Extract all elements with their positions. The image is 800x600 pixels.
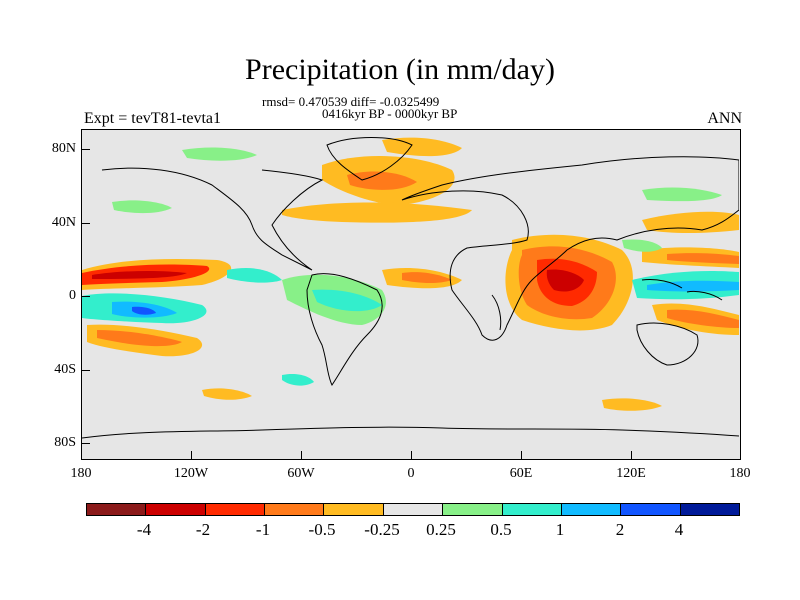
colorbar-box: [443, 504, 503, 515]
anomaly-patch: [546, 269, 584, 292]
colorbar-box: [205, 504, 266, 515]
colorbar-label: -0.25: [364, 520, 400, 539]
anomaly-patch: [227, 268, 282, 283]
lon-tick: [521, 451, 522, 460]
plot-title: Precipitation (in mm/day): [245, 53, 555, 86]
anomaly-patch: [132, 306, 156, 315]
coastline: [82, 426, 739, 439]
anomaly-patch: [112, 200, 172, 214]
coastline: [326, 137, 413, 181]
anomaly-patch: [667, 253, 739, 264]
anomaly-patch: [402, 272, 452, 284]
colorbar-label: 2: [615, 520, 625, 539]
anomaly-patch: [97, 330, 182, 347]
colorbar-label: -2: [195, 520, 211, 539]
experiment-label: Expt = tevT81-tevta1: [84, 110, 221, 127]
colorbar-box: [502, 504, 562, 515]
lon-tick: [411, 451, 412, 460]
lat-tick: [81, 296, 90, 297]
period-line: 0416kyr BP - 0000kyr BP: [322, 106, 458, 121]
colorbar-label: 4: [674, 520, 684, 539]
lon-label-180w: 180: [70, 466, 92, 481]
lat-tick: [81, 223, 90, 224]
anomaly-patch: [602, 398, 662, 411]
anomaly-patch: [642, 187, 722, 202]
colorbar-label: 1: [555, 520, 565, 539]
anomaly-patch: [182, 147, 257, 161]
coastline: [306, 273, 383, 386]
colorbar-box: [324, 504, 384, 515]
colorbar-box: [146, 504, 206, 515]
anomaly-patch: [282, 202, 472, 223]
lon-label-120w: 120W: [173, 466, 209, 481]
colorbar-box: [621, 504, 681, 515]
colorbar-label: -0.5: [308, 520, 336, 539]
colorbar-label: -1: [255, 520, 271, 539]
colorbar-box: [680, 504, 739, 515]
lon-tick: [191, 451, 192, 460]
coastline: [641, 279, 723, 301]
colorbar-box: [265, 504, 325, 515]
anomaly-patch: [347, 171, 417, 190]
lat-label-80n: 80N: [51, 141, 76, 156]
colorbar-box: [561, 504, 622, 515]
lon-tick: [301, 451, 302, 460]
lat-label-40s: 40S: [54, 362, 76, 377]
lat-tick: [81, 149, 90, 150]
lon-label-60w: 60W: [287, 466, 315, 481]
anomaly-patch: [647, 280, 739, 292]
colorbar-box: [87, 504, 147, 515]
lon-label-180e: 180: [729, 466, 751, 481]
coastline: [101, 167, 324, 271]
lat-label-80s: 80S: [54, 435, 76, 450]
anomaly-patch: [622, 239, 662, 252]
colorbar-box: [383, 504, 444, 515]
lon-label-0: 0: [407, 466, 415, 481]
lon-tick: [631, 451, 632, 460]
lat-tick: [81, 370, 90, 371]
colorbar: [86, 503, 740, 516]
coastline: [636, 322, 699, 366]
colorbar-label: 0.5: [490, 520, 512, 539]
coastline: [491, 294, 502, 331]
anomaly-patch: [92, 270, 187, 279]
anomaly-patch: [667, 309, 739, 328]
lat-label-0: 0: [69, 288, 76, 303]
anomaly-patch: [202, 388, 252, 400]
anomaly-patch: [312, 289, 382, 312]
anomaly-map: [82, 137, 739, 439]
coastline: [401, 156, 739, 341]
map-plot-area: [81, 129, 741, 460]
lon-label-120e: 120E: [616, 466, 646, 481]
lat-label-40n: 40N: [51, 215, 76, 230]
anomaly-patch: [642, 211, 739, 233]
season-label: ANN: [707, 110, 742, 127]
anomaly-patch: [282, 373, 314, 386]
anomaly-patch: [382, 137, 462, 157]
stats-line: rmsd= 0.470539 diff= -0.0325499: [262, 94, 440, 109]
colorbar-label: -4: [136, 520, 152, 539]
lat-tick: [81, 443, 90, 444]
lon-label-60e: 60E: [509, 466, 533, 481]
colorbar-label: 0.25: [426, 520, 456, 539]
